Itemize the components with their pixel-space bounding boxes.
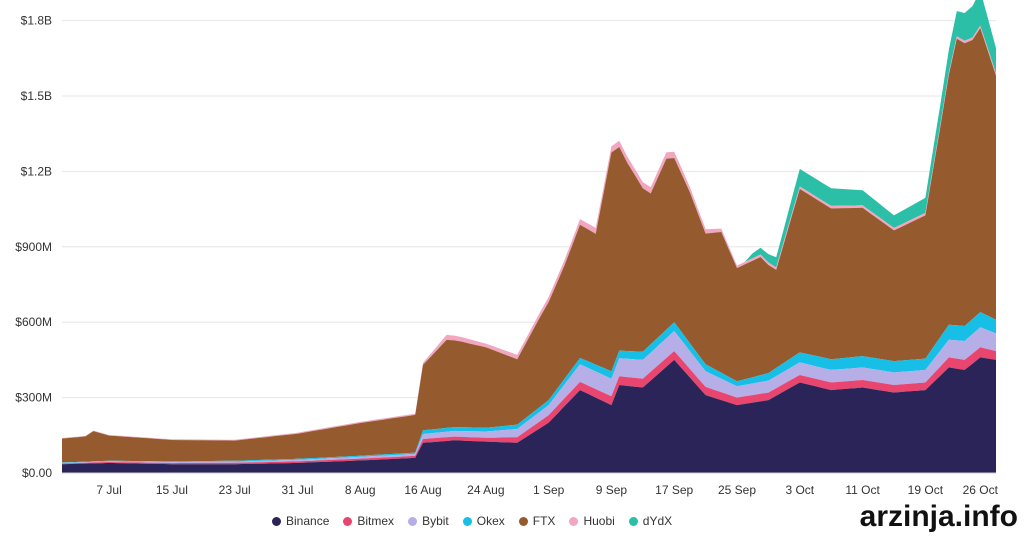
y-axis: $0.00 $300M $600M $900M $1.2B $1.5B $1.8B <box>15 14 52 480</box>
x-tick-label: 1 Sep <box>533 483 565 497</box>
y-tick-label: $300M <box>15 391 52 405</box>
x-tick-label: 26 Oct <box>963 483 999 497</box>
x-tick-label: 23 Jul <box>219 483 251 497</box>
y-tick-label: $0.00 <box>22 466 52 480</box>
legend-marker <box>569 516 579 526</box>
legend-item-dydx[interactable]: dYdX <box>628 514 673 528</box>
area-ftx <box>62 28 996 463</box>
x-tick-label: 19 Oct <box>908 483 944 497</box>
legend-label: Bybit <box>422 514 449 528</box>
x-tick-label: 31 Jul <box>281 483 313 497</box>
legend-label: Okex <box>476 514 505 528</box>
y-tick-label: $600M <box>15 315 52 329</box>
legend-label: Huobi <box>583 514 615 528</box>
legend-label: Binance <box>286 514 330 528</box>
legend-item-huobi[interactable]: Huobi <box>569 514 615 528</box>
y-tick-label: $1.8B <box>21 14 52 28</box>
x-tick-label: 7 Jul <box>96 483 121 497</box>
x-tick-label: 8 Aug <box>345 483 376 497</box>
x-tick-label: 9 Sep <box>596 483 628 497</box>
x-tick-label: 11 Oct <box>845 483 880 497</box>
legend-item-bybit[interactable]: Bybit <box>408 514 449 528</box>
legend-label: Bitmex <box>357 514 395 528</box>
x-tick-label: 15 Jul <box>156 483 188 497</box>
x-tick-label: 17 Sep <box>655 483 693 497</box>
legend-marker <box>462 516 472 526</box>
legend-item-binance[interactable]: Binance <box>272 514 329 528</box>
x-tick-label: 16 Aug <box>404 483 441 497</box>
legend: Binance Bitmex Bybit Okex FTX Huobi dYdX <box>272 511 672 531</box>
legend-item-okex[interactable]: Okex <box>462 514 505 528</box>
series-areas <box>62 0 996 473</box>
y-tick-label: $1.5B <box>21 89 52 103</box>
stacked-area-chart: $0.00 $300M $600M $900M $1.2B $1.5B $1.8B 7 Ju… <box>15 0 999 497</box>
area-binance <box>62 357 996 473</box>
legend-marker <box>272 516 281 526</box>
x-axis: 7 Jul 15 Jul 23 Jul 31 Jul 8 Aug 16 Aug 24 Aug… <box>62 472 999 497</box>
y-tick-label: $900M <box>15 240 52 254</box>
legend-marker <box>408 516 418 526</box>
watermark: arzinja.info <box>859 500 1018 533</box>
legend-item-ftx[interactable]: FTX <box>518 514 556 528</box>
legend-marker <box>518 516 528 526</box>
legend-marker <box>628 516 638 526</box>
legend-label: FTX <box>532 514 556 528</box>
x-tick-label: 25 Sep <box>718 483 756 497</box>
x-tick-label: 24 Aug <box>467 483 504 497</box>
x-tick-label: 3 Oct <box>785 483 814 497</box>
legend-item-bitmex[interactable]: Bitmex <box>343 514 394 528</box>
legend-label: dYdX <box>642 514 673 528</box>
legend-marker <box>343 516 353 526</box>
y-tick-label: $1.2B <box>21 164 52 178</box>
